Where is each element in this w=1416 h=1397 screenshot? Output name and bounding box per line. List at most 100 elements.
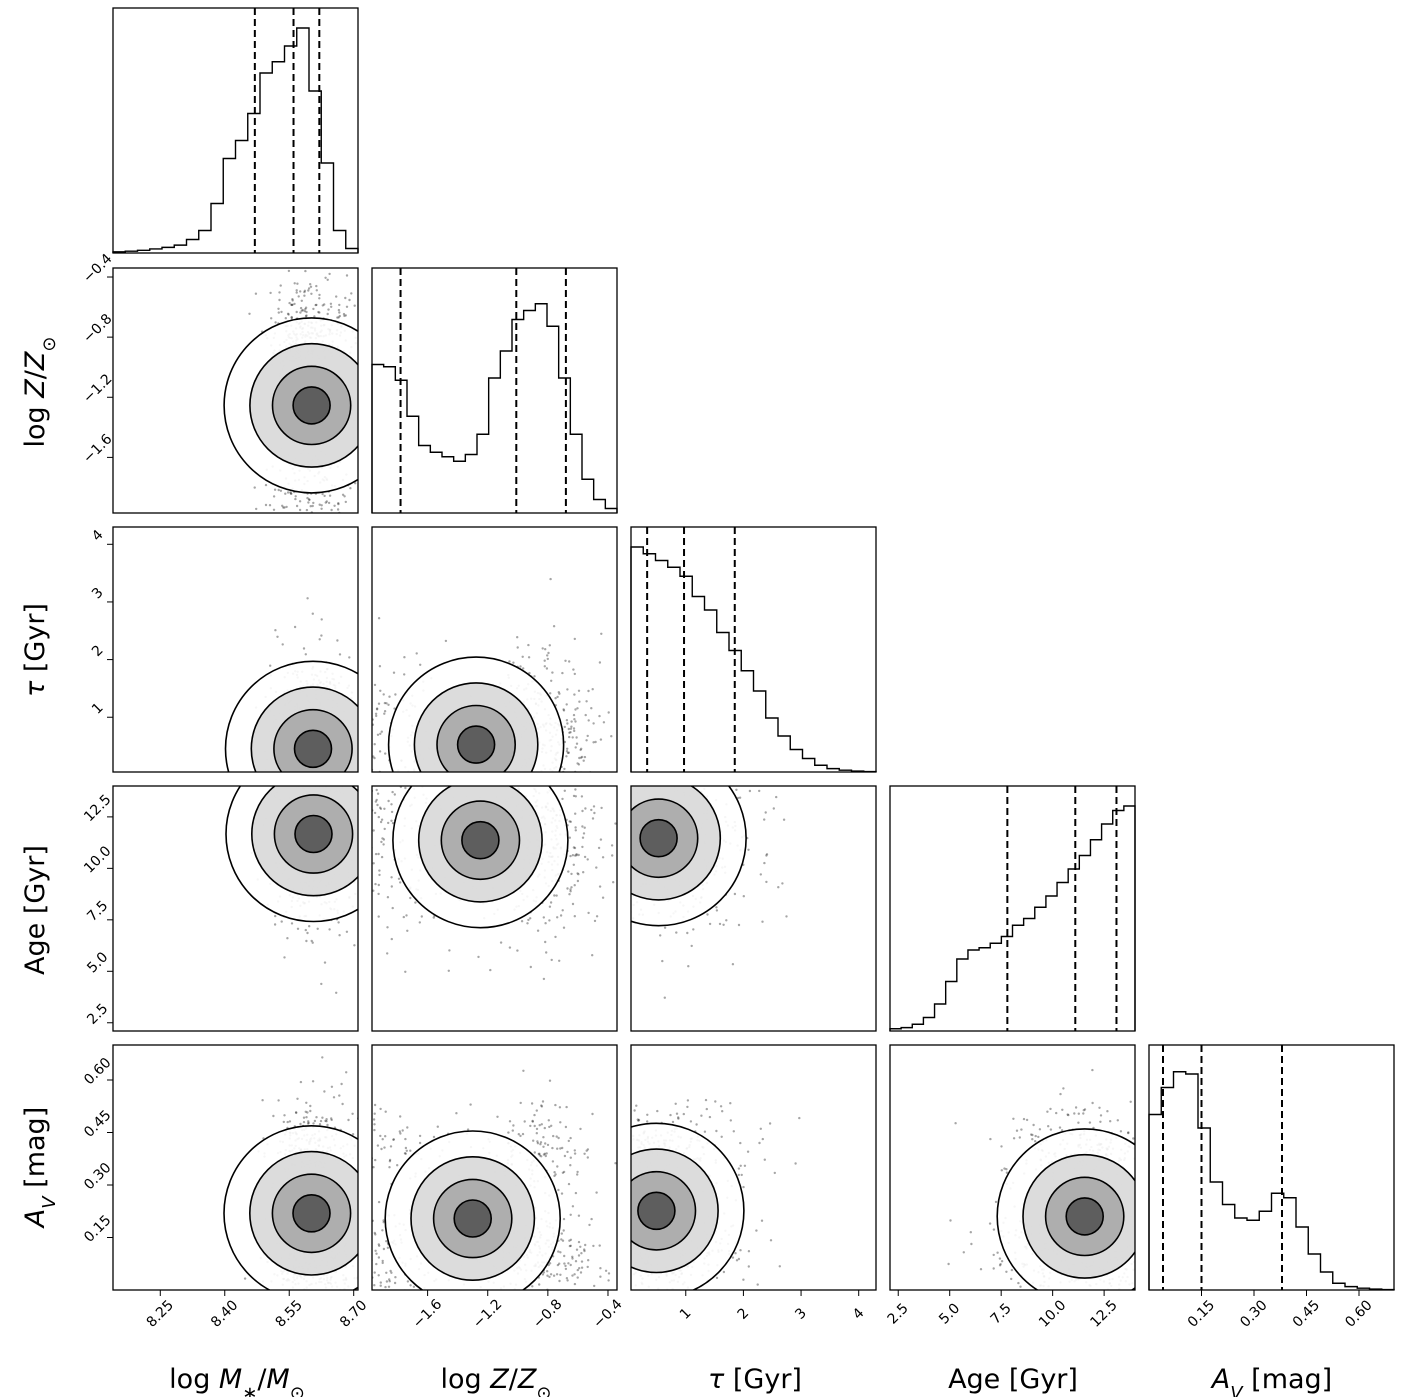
- sample-point: [659, 934, 662, 937]
- sample-point: [323, 780, 325, 782]
- sample-point: [567, 1182, 571, 1186]
- sample-point: [299, 782, 301, 784]
- sample-point: [567, 751, 570, 754]
- sample-point: [752, 781, 754, 783]
- sample-point: [658, 778, 660, 780]
- sample-point: [632, 746, 634, 748]
- sample-point: [597, 846, 601, 850]
- sample-point: [557, 1250, 560, 1253]
- sample-point: [324, 1119, 327, 1123]
- sample-point: [372, 1328, 374, 1330]
- sample-point: [306, 931, 309, 935]
- sample-point: [573, 1149, 576, 1152]
- sample-point: [321, 541, 323, 543]
- sample-point: [585, 739, 588, 742]
- sample-point: [477, 955, 480, 959]
- sample-point: [580, 1266, 584, 1269]
- sample-point: [531, 1119, 534, 1123]
- sample-point: [715, 906, 718, 909]
- sample-point: [380, 840, 383, 844]
- sample-point: [345, 930, 349, 933]
- sample-point: [326, 1310, 328, 1312]
- sample-point: [313, 782, 315, 784]
- sample-point: [575, 854, 578, 857]
- sample-point: [340, 774, 342, 776]
- sample-point: [540, 782, 542, 784]
- sample-point: [326, 541, 328, 543]
- sample-point: [290, 515, 292, 517]
- sample-point: [324, 523, 326, 525]
- sample-point: [666, 762, 668, 764]
- sample-point: [340, 782, 342, 784]
- sample-point: [303, 309, 306, 313]
- sample-point: [329, 514, 331, 516]
- sample-point: [625, 890, 627, 892]
- sample-point: [306, 560, 308, 562]
- sample-point: [600, 890, 602, 892]
- sample-point: [309, 1104, 312, 1108]
- sample-point: [337, 502, 340, 505]
- sample-point: [503, 782, 505, 784]
- sample-point: [359, 756, 361, 758]
- sample-point: [368, 796, 370, 798]
- sample-point: [614, 858, 616, 860]
- sample-point: [626, 782, 628, 784]
- sample-point: [268, 504, 272, 507]
- sample-point: [367, 702, 369, 704]
- sample-point: [313, 773, 315, 775]
- sample-point: [586, 858, 589, 861]
- sample-point: [540, 1123, 543, 1126]
- sample-point: [379, 806, 382, 809]
- sample-point: [574, 708, 577, 711]
- sample-point: [588, 1223, 591, 1227]
- sample-point: [382, 693, 385, 696]
- sample-point: [334, 528, 336, 530]
- sample-point: [277, 307, 280, 310]
- sample-point: [707, 764, 709, 766]
- sample-point: [477, 774, 479, 776]
- sample-point: [293, 302, 296, 306]
- joint-panel-logM-av: [223, 1056, 358, 1312]
- sample-point: [590, 894, 592, 896]
- sample-point: [585, 818, 587, 820]
- sample-point: [457, 775, 459, 777]
- sample-point: [481, 777, 483, 779]
- sample-point: [583, 1248, 586, 1251]
- sample-point: [296, 556, 298, 558]
- sample-point: [373, 811, 377, 815]
- sample-point: [316, 927, 319, 930]
- sample-point: [374, 1249, 377, 1253]
- sample-point: [361, 1248, 363, 1250]
- sample-point: [586, 869, 588, 871]
- sample-point: [300, 309, 303, 312]
- sample-point: [571, 817, 573, 819]
- sample-point: [642, 773, 644, 775]
- sample-point: [489, 968, 492, 972]
- sample-point: [368, 1164, 370, 1166]
- sample-point: [670, 762, 672, 764]
- sample-point: [536, 779, 538, 781]
- sample-point: [296, 574, 298, 576]
- sample-point: [545, 781, 547, 783]
- sample-point: [578, 830, 580, 832]
- sample-point: [308, 523, 310, 525]
- sample-point: [390, 885, 393, 888]
- sample-point: [561, 1171, 565, 1175]
- sample-point: [373, 1123, 376, 1126]
- sample-point: [598, 1244, 601, 1247]
- sample-point: [586, 734, 589, 738]
- sample-point: [633, 731, 635, 733]
- sample-point: [298, 778, 300, 780]
- sample-point: [304, 653, 307, 656]
- sample-point: [323, 494, 326, 498]
- sample-point: [276, 635, 279, 638]
- sample-point: [627, 825, 629, 827]
- sample-point: [272, 508, 276, 511]
- sample-point: [669, 756, 671, 758]
- sample-point: [578, 1318, 580, 1320]
- sample-point: [339, 531, 341, 533]
- sample-point: [622, 770, 624, 772]
- sample-point: [307, 1120, 310, 1123]
- sample-point: [561, 671, 564, 675]
- sample-point: [400, 1299, 402, 1301]
